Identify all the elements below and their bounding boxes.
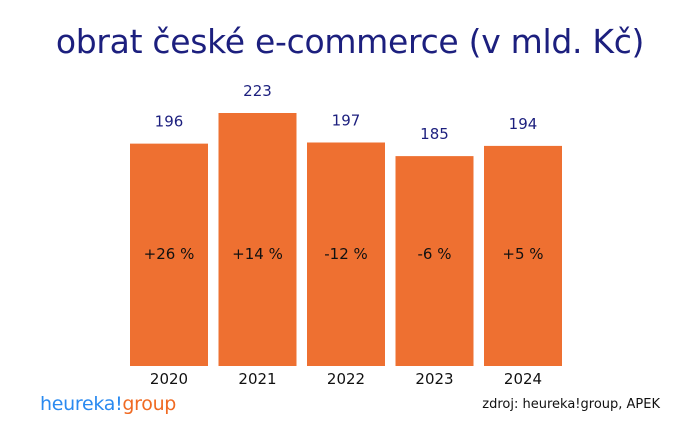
bar-2023 bbox=[395, 156, 474, 366]
x-tick-label: 2021 bbox=[238, 370, 276, 388]
x-tick-label: 2022 bbox=[327, 370, 365, 388]
logo-part-heureka: heureka! bbox=[40, 393, 123, 415]
change-label: +14 % bbox=[232, 245, 283, 263]
bar-2021 bbox=[218, 113, 297, 366]
value-label: 196 bbox=[155, 113, 184, 131]
value-label: 223 bbox=[243, 82, 272, 100]
bar-2024 bbox=[484, 145, 562, 366]
change-label: +26 % bbox=[144, 245, 195, 263]
change-label: +5 % bbox=[502, 245, 543, 263]
bar-2020 bbox=[130, 143, 208, 366]
value-label: 197 bbox=[332, 111, 361, 129]
value-label: 185 bbox=[420, 125, 449, 143]
chart-title: obrat české e-commerce (v mld. Kč) bbox=[55, 22, 645, 61]
value-label: 194 bbox=[509, 115, 538, 133]
source-note: zdroj: heureka!group, APEK bbox=[482, 397, 660, 412]
bar-2022 bbox=[307, 142, 385, 366]
change-label: -12 % bbox=[324, 245, 368, 263]
change-label: -6 % bbox=[418, 245, 452, 263]
logo-part-group: group bbox=[122, 393, 177, 415]
heureka-group-logo: heureka!group bbox=[40, 393, 176, 415]
x-tick-label: 2024 bbox=[504, 370, 542, 388]
x-tick-label: 2020 bbox=[150, 370, 188, 388]
x-tick-label: 2023 bbox=[415, 370, 453, 388]
